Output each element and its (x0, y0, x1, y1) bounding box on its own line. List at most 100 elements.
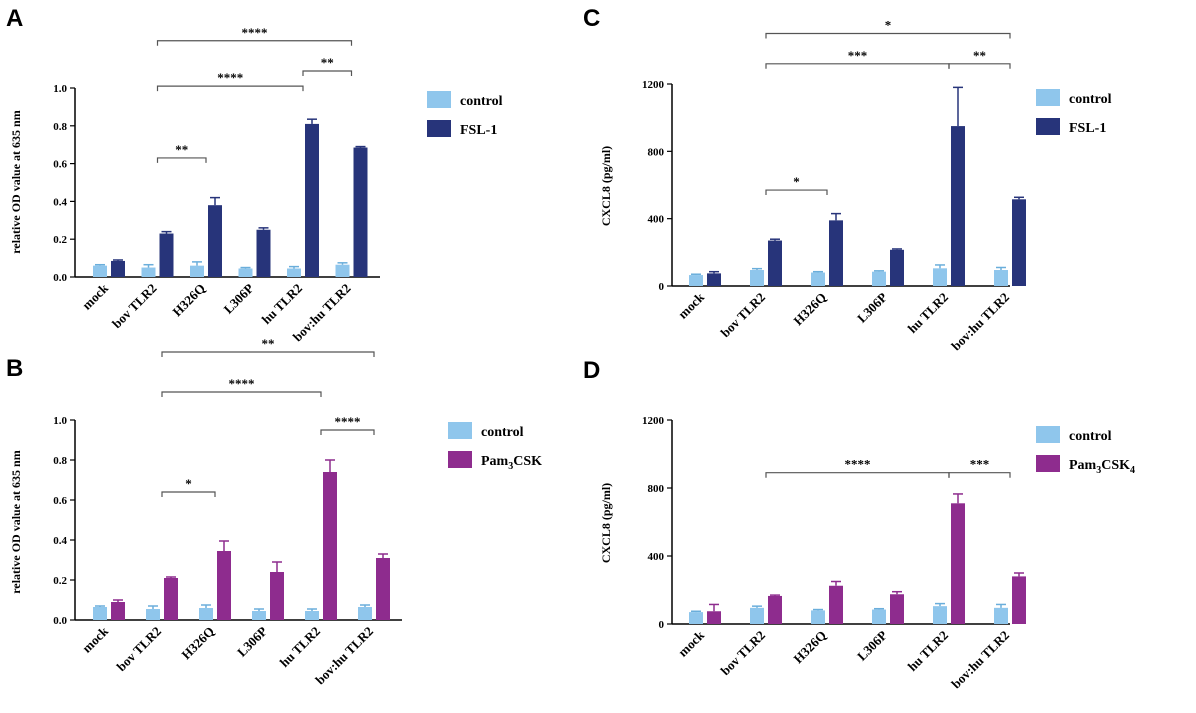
y-tick-label: 800 (648, 483, 665, 495)
y-tick-label: 1200 (642, 79, 665, 91)
bar-control (141, 267, 156, 277)
bar-control (689, 612, 703, 624)
bar-fsl-1 (707, 273, 721, 286)
bar-control (93, 607, 107, 620)
x-category-label: hu TLR2 (905, 628, 951, 674)
y-tick-label: 0.0 (53, 272, 67, 284)
significance-label: **** (242, 25, 268, 40)
y-tick-label: 0.4 (53, 196, 67, 208)
y-tick-label: 0.4 (53, 535, 67, 547)
significance-bracket (156, 157, 207, 163)
bar-control (146, 609, 160, 620)
significance-label: **** (217, 70, 243, 85)
bar-control (358, 607, 372, 620)
legend-entry: control (460, 94, 503, 109)
significance-bracket (156, 85, 304, 92)
legend-swatch (448, 451, 472, 468)
bar-fsl-1 (951, 126, 965, 286)
bar-control (750, 270, 764, 286)
legend-entry: control (1069, 92, 1112, 107)
significance-bracket (161, 391, 322, 397)
chart-panel-a: A 0.0 0.2 0.4 0.6 0.8 1.0 relative OD value at … (6, 5, 503, 344)
legend-swatch (448, 422, 472, 439)
bar-fsl-1 (159, 233, 174, 277)
significance-bracket (948, 63, 1011, 69)
x-category-label: bov TLR2 (109, 281, 160, 332)
bar-pam3csk4 (768, 595, 782, 624)
significance-label: ** (175, 142, 188, 157)
bar-control (305, 611, 319, 620)
bar-fsl-1 (768, 240, 782, 286)
significance-label: ** (262, 336, 275, 351)
y-tick-label: 0 (659, 619, 665, 631)
bar-pam3csk4 (1012, 576, 1026, 624)
significance-bracket (948, 472, 1011, 478)
panel-letter: A (6, 5, 23, 32)
y-tick-label: 1200 (642, 415, 665, 427)
y-tick-label: 0.2 (53, 575, 67, 587)
bar-pam3csk4 (829, 585, 843, 624)
y-axis-title: relative OD value at 635 nm (9, 110, 23, 253)
x-category-label: mock (675, 627, 708, 660)
panel-letter: D (583, 357, 600, 384)
bar-fsl-1 (208, 205, 222, 277)
significance-label: ** (321, 55, 334, 70)
significance-bracket (765, 63, 950, 69)
x-category-label: mock (79, 280, 112, 313)
legend-swatch (1036, 455, 1060, 472)
bar-pam3csk4 (270, 572, 284, 620)
bar-control (689, 275, 703, 286)
x-category-label: bov TLR2 (718, 290, 769, 341)
significance-bracket (765, 189, 828, 196)
legend-swatch (1036, 426, 1060, 443)
x-category-label: bov TLR2 (718, 628, 769, 679)
bar-pam3csk4 (951, 503, 965, 624)
bar-fsl-1 (1012, 199, 1026, 286)
y-axis-title: relative OD value at 635 nm (9, 450, 23, 593)
bar-control (252, 611, 266, 620)
significance-label: * (885, 18, 892, 33)
significance-bracket (320, 429, 375, 435)
x-category-label: L306P (854, 627, 890, 663)
bar-fsl-1 (111, 260, 125, 277)
bar-fsl-1 (353, 147, 368, 277)
y-tick-label: 0.2 (53, 234, 67, 246)
bar-control (872, 609, 886, 624)
bar-control (811, 272, 825, 286)
bar-fsl-1 (305, 123, 319, 277)
bar-fsl-1 (829, 220, 843, 286)
legend-entry: Pam3CSK (481, 454, 542, 472)
chart-panel-c: C 0 400 800 1200 CXCL8 (pg/ml) mock bov TLR2 H32… (583, 5, 1112, 353)
bar-control (811, 610, 825, 624)
significance-bracket (161, 351, 375, 357)
x-category-label: H326Q (790, 290, 829, 329)
significance-label: ** (973, 48, 986, 63)
bar-pam3csk4 (376, 558, 390, 620)
significance-bracket (765, 32, 1011, 39)
bar-fsl-1 (256, 229, 271, 277)
bar-control (872, 271, 886, 286)
x-category-label: H326Q (169, 281, 208, 320)
y-tick-label: 800 (648, 146, 665, 158)
bar-control (933, 268, 947, 286)
x-category-label: bov:hu TLR2 (948, 290, 1012, 354)
bar-pam3csk4 (890, 594, 904, 624)
legend-entry: FSL-1 (1069, 121, 1106, 136)
y-tick-label: 0.6 (53, 159, 67, 171)
y-tick-label: 0.8 (53, 455, 67, 467)
bar-control (199, 608, 213, 620)
significance-bracket (302, 70, 353, 76)
bar-control (335, 264, 350, 277)
y-axis-title: CXCL8 (pg/ml) (599, 483, 613, 563)
y-tick-label: 1.0 (53, 83, 67, 95)
x-category-label: L306P (220, 280, 256, 316)
y-tick-label: 400 (648, 551, 665, 563)
x-category-label: mock (79, 623, 112, 656)
y-tick-label: 1.0 (53, 415, 67, 427)
panel-letter: B (6, 355, 23, 382)
legend-entry: Pam3CSK4 (1069, 458, 1135, 476)
significance-label: **** (845, 457, 871, 472)
bar-control (238, 268, 253, 277)
legend-swatch (1036, 118, 1060, 135)
